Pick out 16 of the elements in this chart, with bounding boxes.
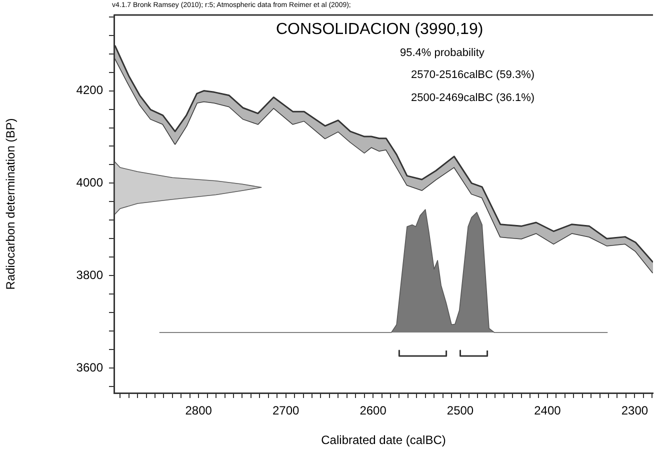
y-tick-label: 4200 <box>76 83 104 98</box>
annotation: 95.4% probability <box>400 47 484 59</box>
chart-title: CONSOLIDACION (3990,19) <box>276 21 484 39</box>
y-axis-title: Radiocarbon determination (BP) <box>4 118 18 290</box>
x-tick-label: 2700 <box>272 404 300 418</box>
x-tick-label: 2500 <box>446 404 474 418</box>
x-axis-title: Calibrated date (calBC) <box>321 433 446 448</box>
annotation: 2570-2516calBC (59.3%) <box>411 69 535 81</box>
x-tick-label: 2800 <box>185 404 212 418</box>
y-tick-label: 4000 <box>76 176 104 190</box>
x-tick-label: 2400 <box>534 404 562 418</box>
annotation: 2500-2469calBC (36.1%) <box>411 92 535 104</box>
x-tick-label: 2600 <box>360 404 387 418</box>
y-tick-label: 3800 <box>76 268 104 282</box>
y-tick-label: 3600 <box>76 360 104 374</box>
x-tick-label: 2300 <box>621 404 648 418</box>
